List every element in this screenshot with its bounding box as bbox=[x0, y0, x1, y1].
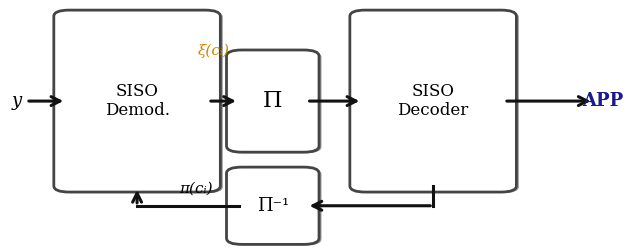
FancyBboxPatch shape bbox=[227, 50, 319, 152]
Text: SISO
Decoder: SISO Decoder bbox=[398, 83, 468, 119]
FancyBboxPatch shape bbox=[350, 10, 516, 192]
FancyBboxPatch shape bbox=[57, 11, 223, 193]
Text: ξ(cᵢ): ξ(cᵢ) bbox=[198, 44, 230, 58]
Text: Π: Π bbox=[263, 90, 283, 112]
FancyBboxPatch shape bbox=[227, 167, 319, 244]
FancyBboxPatch shape bbox=[54, 10, 220, 192]
Text: π(cᵢ): π(cᵢ) bbox=[179, 181, 212, 195]
Text: SISO
Demod.: SISO Demod. bbox=[105, 83, 170, 119]
Text: y: y bbox=[12, 92, 22, 110]
FancyBboxPatch shape bbox=[229, 51, 322, 153]
Text: Π⁻¹: Π⁻¹ bbox=[257, 197, 289, 215]
FancyBboxPatch shape bbox=[352, 11, 519, 193]
FancyBboxPatch shape bbox=[229, 168, 322, 245]
Text: APP: APP bbox=[582, 92, 624, 110]
